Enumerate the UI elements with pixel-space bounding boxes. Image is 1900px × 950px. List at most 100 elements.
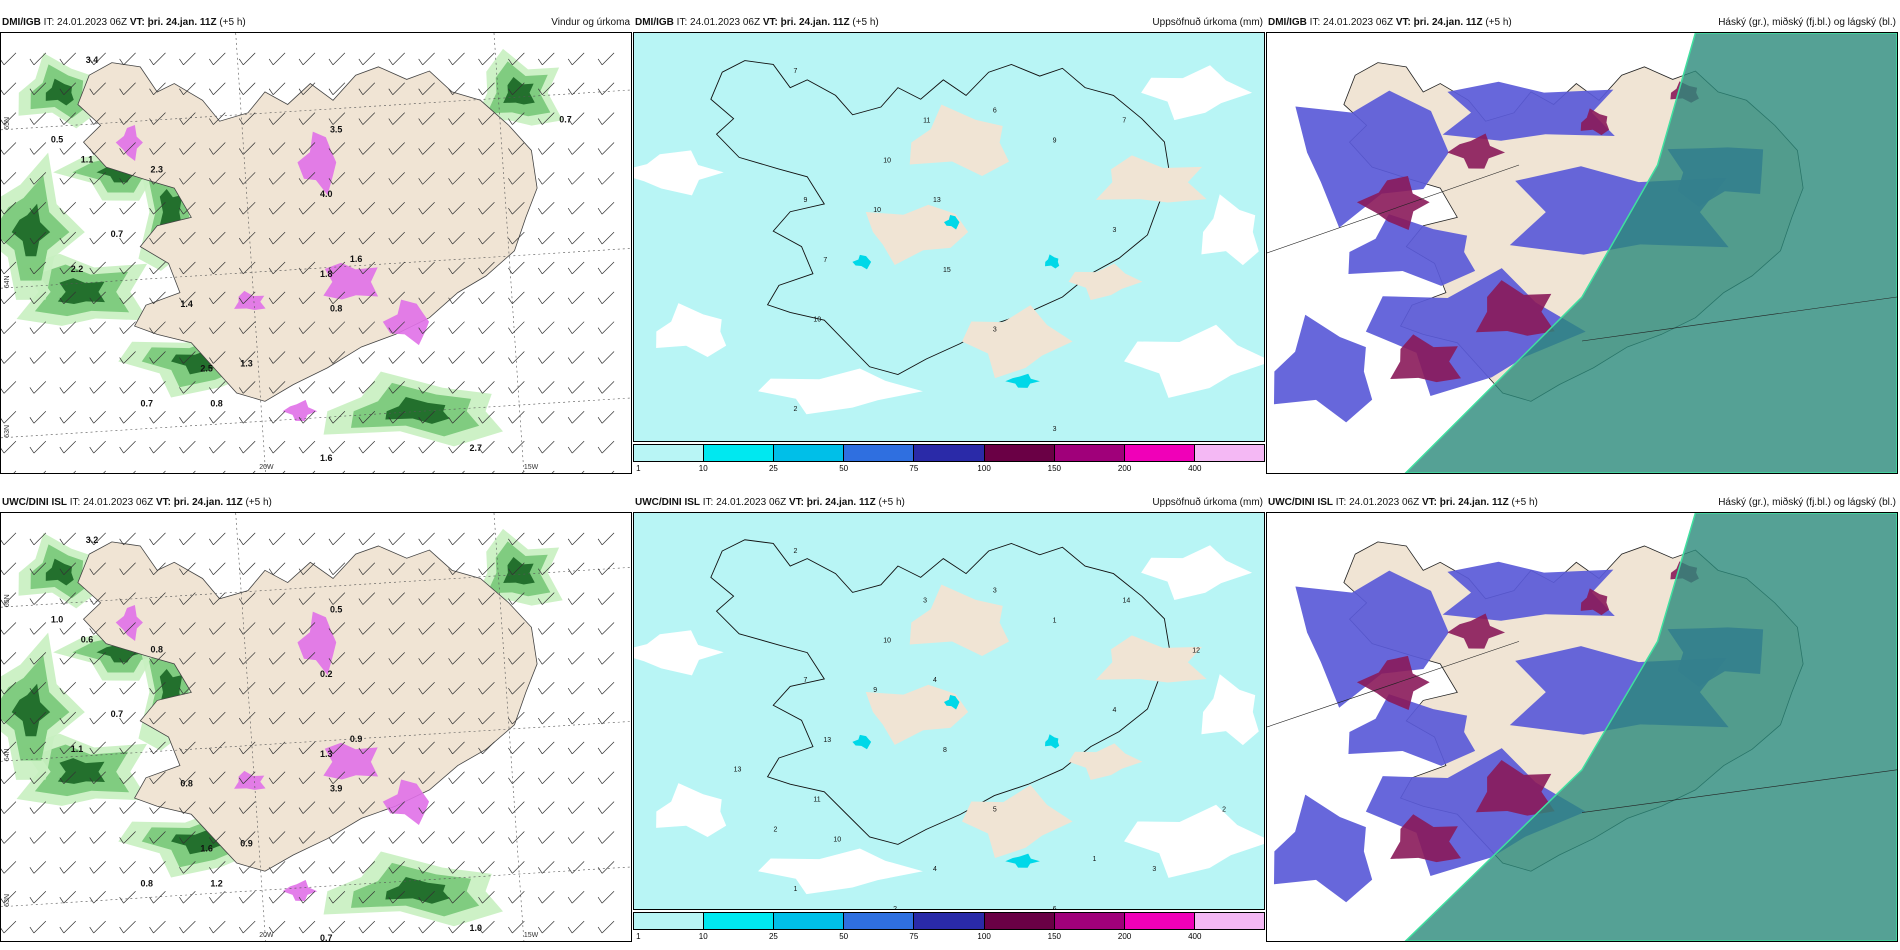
barb-feather [29, 267, 35, 275]
barb-shaft [601, 920, 615, 934]
barb-feather [238, 628, 244, 635]
wind-barb [119, 261, 136, 275]
wind-barb [508, 440, 525, 454]
barb-shaft [392, 321, 405, 334]
precip-max [944, 215, 960, 230]
precip-intense [115, 124, 143, 162]
barb-feather [448, 387, 453, 394]
wind-barb [567, 112, 585, 125]
barb-shaft [512, 231, 525, 245]
wind-barb [1, 142, 17, 155]
wind-barb [29, 411, 47, 424]
barb-feather [358, 118, 364, 125]
precip-value: 3.4 [86, 55, 98, 65]
map-frame[interactable] [1266, 512, 1898, 942]
barb-shaft [183, 861, 196, 874]
barb-feather [478, 357, 483, 364]
barb-shaft [452, 861, 465, 874]
barb-shaft [362, 711, 376, 725]
barb-feather [268, 297, 274, 304]
map-frame[interactable]: 3.4 0.5 1.1 4.0 3.5 2.3 0.7 2.2 1.4 1.8 1.6 0.8 2.5 0… [0, 32, 632, 474]
barb-feather [478, 208, 483, 215]
map-frame[interactable]: 7 11 6 9 10 13 9 10 7 15 10 3 3 2 3 7 [633, 32, 1265, 442]
barb-shaft [571, 112, 585, 125]
wind-barb [567, 532, 585, 546]
barb-feather [448, 807, 453, 814]
barb-shaft [601, 381, 615, 394]
barb-feather [418, 267, 423, 275]
wind-barb [567, 231, 585, 245]
barb-feather [59, 88, 65, 95]
wind-barb [418, 321, 435, 334]
wind-barb [1, 52, 17, 66]
wind-barb [1, 411, 17, 424]
barb-feather [478, 568, 483, 575]
barb-feather [448, 568, 453, 575]
barb-shaft [242, 861, 256, 874]
barb-shaft [272, 711, 286, 725]
barb-shaft [452, 920, 465, 934]
barb-shaft [302, 82, 316, 95]
wind-barb [388, 652, 405, 665]
barb-shaft [601, 142, 615, 155]
barb-shaft [512, 532, 525, 546]
precip-value: 3.2 [86, 535, 98, 545]
wind-barb [238, 890, 256, 904]
barb-feather [1, 539, 5, 546]
barb-shaft [512, 112, 525, 125]
barb-shaft [272, 622, 286, 635]
barb-feather [1, 179, 5, 185]
product-label: Uppsöfnuð úrkoma (mm) [1152, 16, 1263, 28]
longitude-label: 15W [524, 464, 539, 471]
barb-feather [478, 837, 483, 844]
wind-barb [119, 861, 136, 874]
barb-feather [448, 717, 453, 725]
wind-barb [1, 532, 17, 546]
colorbar-label: 100 [977, 464, 991, 473]
precip-value: 0.8 [330, 304, 342, 314]
wind-barb [149, 861, 166, 874]
wind-barb [209, 381, 226, 394]
barb-feather [328, 327, 334, 334]
barb-feather [119, 88, 124, 95]
wind-barb [209, 112, 226, 125]
barb-shaft [93, 172, 106, 185]
map-frame[interactable]: 3.2 1.0 0.6 0.2 0.5 0.8 0.7 1.1 0.8 1.3 0.9 3.9 1.6 0… [0, 512, 632, 942]
dry-land [1095, 635, 1207, 683]
wind-barb [119, 142, 136, 155]
wind-barb [268, 890, 286, 904]
barb-feather [328, 446, 334, 454]
wind-barb [29, 172, 47, 185]
barb-shaft [571, 321, 585, 334]
wind-barb [119, 52, 136, 66]
barb-feather [1, 119, 5, 125]
barb-feather [478, 148, 483, 155]
barb-shaft [601, 440, 615, 454]
wind-barb [358, 381, 376, 394]
barb-feather [59, 297, 65, 304]
map-frame[interactable]: 23311047913811451614121310132224 [633, 512, 1265, 910]
wind-barb [478, 771, 495, 784]
barb-shaft [362, 741, 376, 755]
map-frame[interactable] [1266, 32, 1898, 474]
wind-barb [238, 652, 256, 665]
wind-barb [448, 681, 465, 695]
wind-barb [59, 861, 77, 874]
wind-barb [119, 440, 136, 454]
barb-shaft [242, 711, 256, 725]
barb-shaft [332, 52, 346, 66]
barb-feather [268, 717, 274, 725]
barb-shaft [302, 562, 316, 575]
barb-feather [358, 446, 364, 454]
mid-cloud [1356, 655, 1430, 710]
barb-feather [29, 118, 35, 125]
barb-feather [388, 897, 394, 904]
accum-value: 3 [1152, 866, 1156, 873]
wind-barb [358, 711, 376, 725]
accum-precip-map: 23311047913811451614121310132224 [634, 513, 1264, 909]
wind-barb [538, 890, 555, 904]
barb-feather [119, 327, 124, 334]
wind-barb [1, 82, 17, 95]
barb-shaft [272, 681, 286, 695]
colorbar-label: 10 [698, 932, 708, 941]
